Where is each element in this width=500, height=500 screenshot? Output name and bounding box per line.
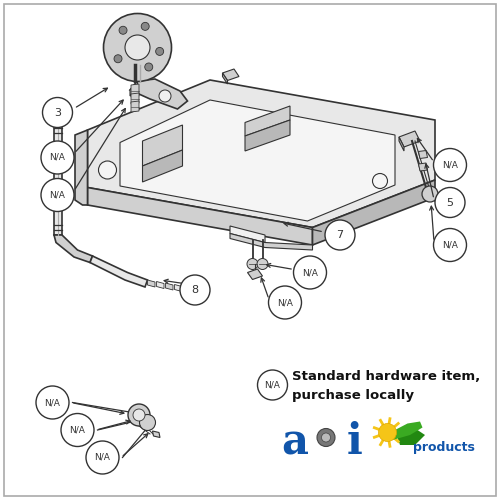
Polygon shape [174, 284, 182, 292]
Circle shape [98, 161, 116, 179]
Polygon shape [184, 286, 191, 293]
Polygon shape [152, 431, 160, 438]
Circle shape [125, 35, 150, 60]
Polygon shape [90, 256, 148, 287]
Circle shape [104, 14, 172, 82]
Circle shape [140, 414, 156, 430]
Text: N/A: N/A [70, 426, 86, 434]
Polygon shape [130, 81, 138, 96]
Polygon shape [142, 125, 182, 166]
Text: 5: 5 [446, 198, 454, 207]
Text: Standard hardware item,
purchase locally: Standard hardware item, purchase locally [292, 370, 481, 402]
Polygon shape [131, 84, 139, 97]
Circle shape [434, 148, 466, 182]
Circle shape [114, 54, 122, 62]
Polygon shape [312, 180, 435, 245]
Circle shape [434, 228, 466, 262]
Circle shape [325, 220, 355, 250]
Circle shape [41, 141, 74, 174]
Text: N/A: N/A [50, 153, 66, 162]
Circle shape [317, 428, 335, 446]
Circle shape [86, 441, 119, 474]
Text: products: products [412, 441, 474, 454]
Circle shape [294, 256, 326, 289]
Polygon shape [131, 101, 139, 112]
Polygon shape [148, 280, 155, 287]
Circle shape [156, 48, 164, 56]
Circle shape [180, 275, 210, 305]
Text: i: i [347, 422, 363, 464]
Circle shape [119, 26, 127, 34]
Circle shape [257, 258, 268, 270]
Circle shape [36, 386, 69, 419]
Polygon shape [54, 235, 92, 262]
Polygon shape [418, 150, 428, 158]
Polygon shape [399, 131, 420, 147]
Polygon shape [382, 422, 422, 440]
Polygon shape [75, 130, 88, 205]
Polygon shape [166, 283, 173, 290]
Polygon shape [142, 150, 182, 182]
Polygon shape [245, 120, 290, 151]
Circle shape [372, 174, 388, 188]
Circle shape [42, 98, 72, 128]
Polygon shape [398, 430, 425, 445]
Circle shape [145, 63, 153, 71]
Text: N/A: N/A [94, 453, 110, 462]
Circle shape [128, 404, 150, 426]
Text: N/A: N/A [442, 160, 458, 170]
Circle shape [422, 186, 438, 202]
Polygon shape [245, 106, 290, 136]
Circle shape [247, 258, 258, 270]
Polygon shape [156, 282, 164, 288]
Polygon shape [230, 234, 312, 250]
Circle shape [258, 370, 288, 400]
Circle shape [41, 178, 74, 212]
Text: N/A: N/A [264, 380, 280, 390]
Text: a: a [282, 422, 308, 464]
Polygon shape [222, 69, 239, 80]
Circle shape [435, 188, 465, 218]
Text: N/A: N/A [302, 268, 318, 277]
Circle shape [133, 409, 145, 421]
Polygon shape [399, 137, 404, 151]
Polygon shape [222, 73, 228, 84]
Polygon shape [418, 163, 428, 171]
Text: N/A: N/A [442, 240, 458, 250]
Text: 7: 7 [336, 230, 344, 240]
Polygon shape [88, 188, 312, 245]
Polygon shape [131, 93, 139, 104]
Polygon shape [248, 269, 262, 280]
Circle shape [141, 22, 149, 30]
Circle shape [378, 424, 396, 442]
Circle shape [61, 414, 94, 446]
Text: N/A: N/A [44, 398, 60, 407]
Circle shape [322, 433, 330, 442]
Text: N/A: N/A [50, 190, 66, 200]
Text: 8: 8 [192, 285, 198, 295]
Polygon shape [120, 100, 395, 221]
Text: 3: 3 [54, 108, 61, 118]
Circle shape [268, 286, 302, 319]
Polygon shape [130, 79, 188, 109]
Circle shape [185, 282, 205, 302]
Circle shape [159, 90, 171, 102]
Polygon shape [54, 120, 62, 235]
Text: N/A: N/A [277, 298, 293, 307]
Polygon shape [230, 226, 265, 242]
Polygon shape [88, 80, 435, 228]
